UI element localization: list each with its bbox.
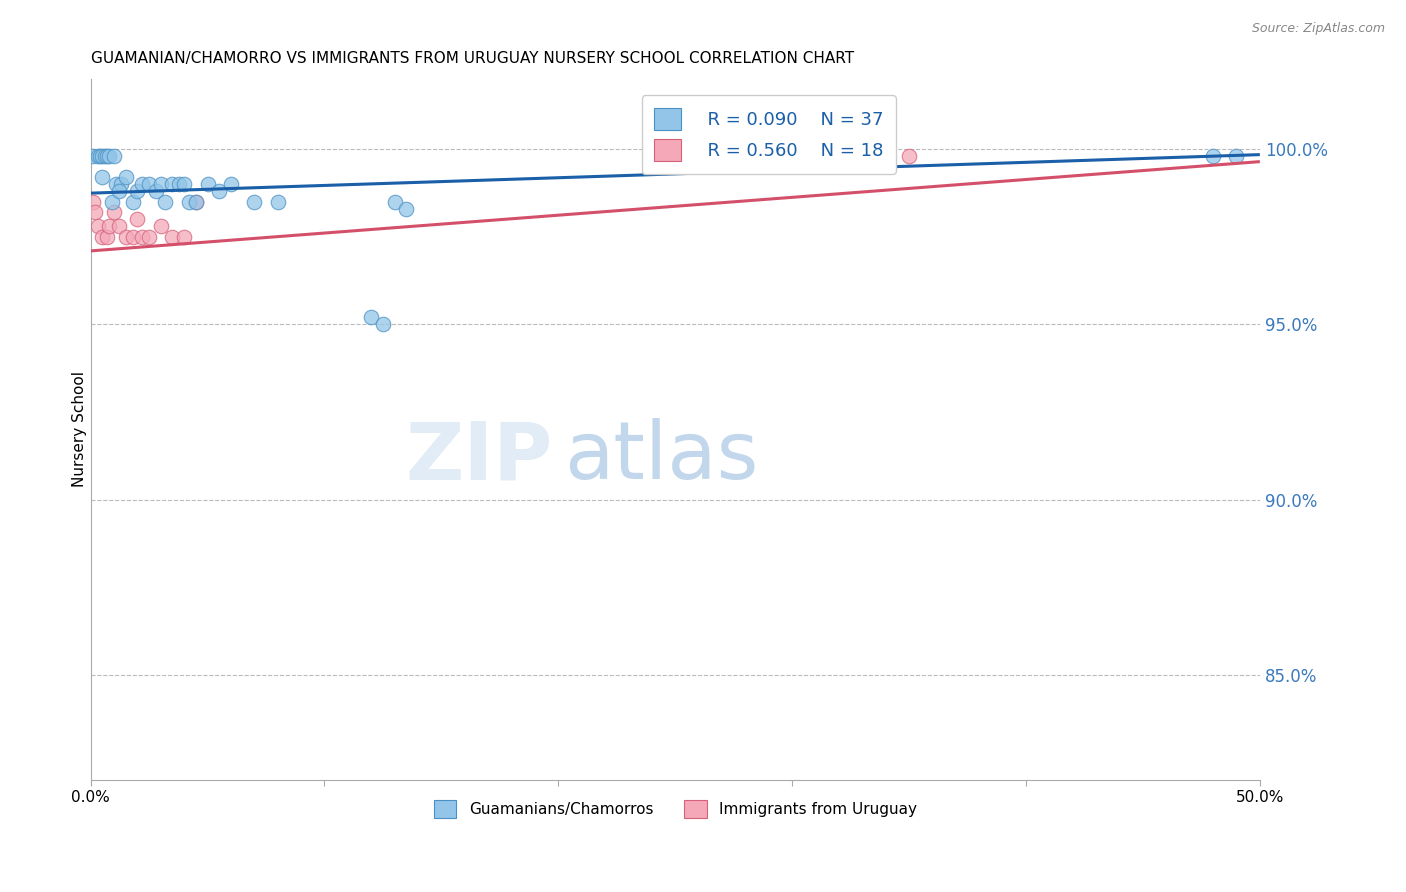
Point (371, 318, 394, 332)
Point (384, 194, 406, 209)
Point (127, 185, 149, 199)
Point (96, 149, 118, 163)
Point (169, 178, 191, 192)
Point (149, 219, 172, 234)
Point (96, 230, 118, 244)
Point (1202, 149, 1225, 163)
Point (131, 230, 153, 244)
Point (91, 149, 114, 163)
Point (121, 230, 143, 244)
Point (197, 178, 219, 192)
Point (395, 202, 418, 216)
Point (173, 230, 195, 244)
Point (131, 178, 153, 192)
Point (219, 178, 242, 192)
Point (162, 230, 184, 244)
Point (82, 194, 104, 209)
Text: GUAMANIAN/CHAMORRO VS IMMIGRANTS FROM URUGUAY NURSERY SCHOOL CORRELATION CHART: GUAMANIAN/CHAMORRO VS IMMIGRANTS FROM UR… (90, 51, 853, 66)
Point (121, 194, 143, 209)
Point (98, 219, 121, 234)
Point (107, 185, 129, 199)
Point (86, 219, 108, 234)
Point (105, 178, 128, 192)
Legend: Guamanians/Chamorros, Immigrants from Uruguay: Guamanians/Chamorros, Immigrants from Ur… (427, 794, 922, 824)
Point (82, 149, 104, 163)
Point (84, 205, 107, 219)
Point (360, 310, 382, 325)
Text: Source: ZipAtlas.com: Source: ZipAtlas.com (1251, 22, 1385, 36)
Point (110, 178, 132, 192)
Point (1225, 149, 1247, 163)
Point (145, 185, 167, 199)
Point (91, 170, 114, 185)
Point (177, 194, 200, 209)
Point (98, 149, 121, 163)
Text: ZIP: ZIP (405, 418, 553, 497)
Point (267, 194, 290, 209)
Point (173, 178, 195, 192)
Point (93, 149, 115, 163)
Point (114, 170, 136, 185)
Point (107, 219, 129, 234)
Point (86, 149, 108, 163)
Point (103, 205, 125, 219)
Point (208, 185, 231, 199)
Text: atlas: atlas (564, 418, 759, 497)
Point (103, 149, 125, 163)
Point (243, 194, 266, 209)
Point (91, 230, 114, 244)
Point (184, 194, 207, 209)
Point (155, 194, 177, 209)
Point (114, 230, 136, 244)
Point (138, 178, 160, 192)
Point (149, 178, 172, 192)
Point (898, 149, 921, 163)
Point (138, 230, 160, 244)
Point (184, 194, 207, 209)
Point (89, 149, 111, 163)
Y-axis label: Nursery School: Nursery School (72, 371, 87, 487)
Point (162, 178, 184, 192)
Point (127, 212, 149, 227)
Point (100, 194, 122, 209)
